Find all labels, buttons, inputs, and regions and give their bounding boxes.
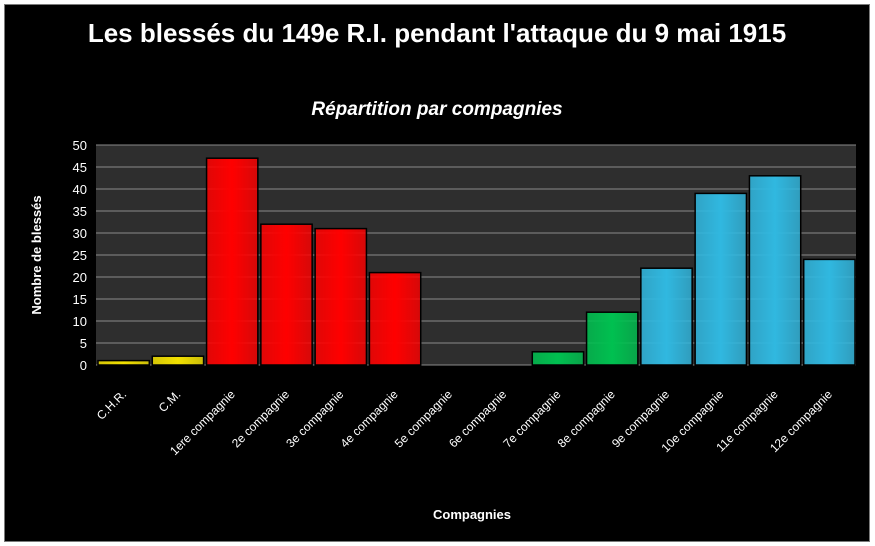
bar <box>260 223 313 366</box>
y-tick-label: 20 <box>73 270 87 285</box>
y-tick-label: 30 <box>73 226 87 241</box>
bar <box>694 192 748 366</box>
y-tick-label: 10 <box>73 314 87 329</box>
y-tick-label: 0 <box>80 358 87 373</box>
y-tick-label: 50 <box>73 138 87 153</box>
x-category-label: C.M. <box>156 387 184 415</box>
y-tick-label: 45 <box>73 160 87 175</box>
bar <box>314 227 368 366</box>
bar <box>748 175 802 366</box>
chart-frame: Les blessés du 149e R.I. pendant l'attaq… <box>4 4 870 542</box>
x-axis-title: Compagnies <box>433 507 511 522</box>
x-category-label: C.H.R. <box>94 387 129 422</box>
bar <box>368 271 422 366</box>
y-tick-label: 5 <box>80 336 87 351</box>
y-axis-title: Nombre de blessés <box>29 195 44 314</box>
y-tick-labels: 0 5 10 15 20 25 30 35 40 45 50 <box>73 138 87 373</box>
bar <box>151 355 205 366</box>
chart-subtitle: Répartition par compagnies <box>311 99 563 120</box>
bar <box>640 267 693 366</box>
y-tick-label: 25 <box>73 248 87 263</box>
bar <box>205 157 259 366</box>
bar <box>802 258 856 366</box>
bar <box>585 311 639 366</box>
chart-title: Les blessés du 149e R.I. pendant l'attaq… <box>87 18 787 48</box>
y-tick-label: 15 <box>73 292 87 307</box>
y-tick-label: 35 <box>73 204 87 219</box>
bar <box>531 351 585 366</box>
y-tick-label: 40 <box>73 182 87 197</box>
bar <box>97 359 151 366</box>
bars <box>97 157 856 366</box>
